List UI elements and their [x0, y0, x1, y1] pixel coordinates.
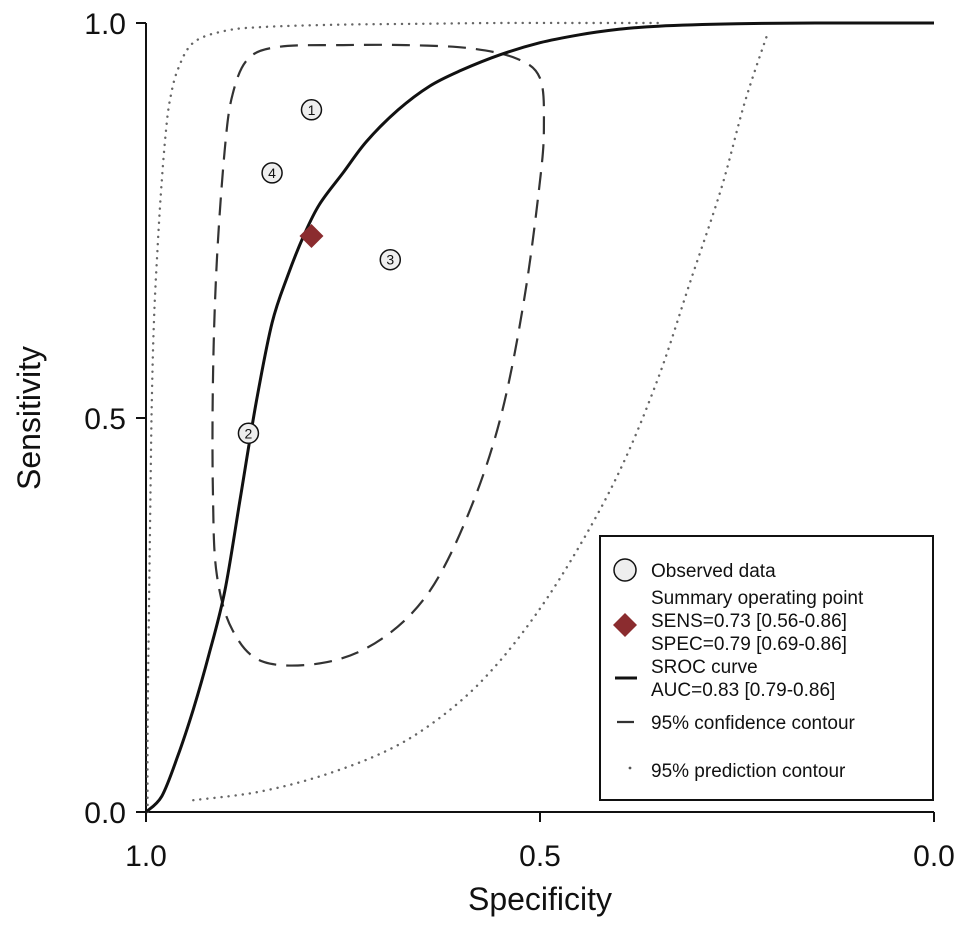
- legend-confidence-label: 95% confidence contour: [651, 713, 856, 734]
- sroc-curve: [144, 21, 935, 814]
- y-tick-label-2: 1.0: [84, 8, 126, 41]
- legend-sens-label: SENS=0.73 [0.56-0.86]: [651, 611, 847, 632]
- legend-diamond-icon: [613, 613, 637, 637]
- legend: Observed data Summary operating point SE…: [599, 535, 934, 801]
- observed-point-1: [300, 99, 323, 121]
- observed-point-label-1: 1: [308, 102, 316, 118]
- prediction-contour-upper: [146, 21, 660, 814]
- x-axis-title: Specificity: [468, 881, 612, 917]
- summary-operating-point: [299, 224, 324, 249]
- x-tick-label-0: 1.0: [125, 840, 167, 873]
- observed-point-label-2: 2: [245, 425, 253, 441]
- y-axis-title: Sensitivity: [11, 346, 47, 490]
- observed-point-label-3: 3: [386, 252, 394, 268]
- prediction-contour-lower: [192, 29, 770, 802]
- observed-point-3: [379, 248, 402, 271]
- legend-summary-label: Summary operating point: [651, 588, 864, 609]
- legend-spec-label: SPEC=0.79 [0.69-0.86]: [651, 634, 847, 655]
- prediction-contour: [146, 21, 770, 814]
- legend-observed-label: Observed data: [651, 561, 776, 582]
- legend-box: [599, 535, 934, 801]
- observed-point-label-4: 4: [268, 165, 276, 181]
- x-tick-label-1: 0.5: [519, 840, 561, 873]
- observed-point-2: [237, 422, 260, 445]
- legend-dotted-icon: [628, 766, 632, 770]
- y-tick-label-1: 0.5: [84, 403, 126, 436]
- legend-circle-icon: [613, 558, 637, 582]
- x-tick-label-2: 0.0: [913, 840, 955, 873]
- confidence-contour: [211, 43, 546, 667]
- legend-prediction-label: 95% prediction contour: [651, 761, 846, 782]
- observed-point-4: [261, 162, 283, 184]
- legend-sroc-label: SROC curve: [651, 657, 758, 678]
- y-tick-label-0: 0.0: [84, 797, 126, 830]
- legend-auc-label: AUC=0.83 [0.79-0.86]: [651, 680, 835, 701]
- observed-points: 1 2 3 4: [237, 99, 402, 445]
